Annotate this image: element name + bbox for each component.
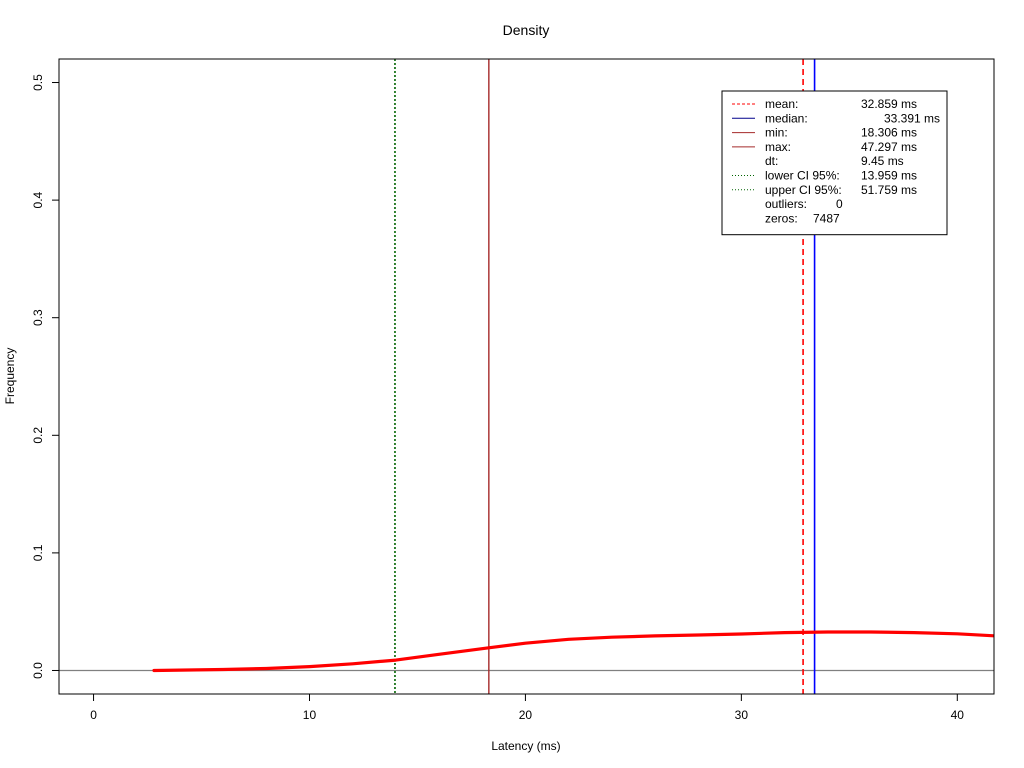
legend-value: 33.391 ms: [884, 111, 940, 125]
chart-title: Density: [503, 22, 550, 38]
legend-label: max:: [765, 140, 791, 154]
legend-value: 7487: [813, 211, 840, 225]
legend-value: 51.759 ms: [861, 183, 917, 197]
legend-label: dt:: [765, 154, 778, 168]
legend-value: 0: [836, 197, 843, 211]
legend-value: 47.297 ms: [861, 140, 917, 154]
legend-label: median:: [765, 111, 808, 125]
x-tick-label: 30: [735, 708, 749, 722]
legend-value: 13.959 ms: [861, 169, 917, 183]
y-tick-label: 0.4: [31, 191, 45, 208]
legend-value: 18.306 ms: [861, 126, 917, 140]
density-curve: [152, 630, 994, 673]
y-tick-label: 0.1: [31, 544, 45, 561]
y-tick-label: 0.3: [31, 309, 45, 326]
legend-label: lower CI 95%:: [765, 169, 840, 183]
legend-value: 32.859 ms: [861, 97, 917, 111]
x-tick-label: 10: [303, 708, 317, 722]
y-tick-label: 0.0: [31, 662, 45, 679]
y-axis-label: Frequency: [3, 348, 17, 405]
x-tick-label: 40: [951, 708, 965, 722]
legend: mean: 32.859 ms median: 33.391 ms min: 18.306…: [721, 90, 948, 236]
x-tick-label: 20: [519, 708, 533, 722]
legend-value: 9.45 ms: [861, 154, 904, 168]
legend-label: min:: [765, 126, 788, 140]
legend-box: [721, 90, 948, 236]
legend-label: upper CI 95%:: [765, 183, 842, 197]
x-axis-label: Latency (ms): [491, 739, 560, 753]
axes: 0 10 20 30 40 0.0 0.1 0.2 0.3 0.4 0.5: [31, 58, 995, 722]
y-tick-label: 0.5: [31, 74, 45, 91]
legend-label: mean:: [765, 97, 798, 111]
legend-label: zeros:: [765, 211, 798, 225]
legend-label: outliers:: [765, 197, 807, 211]
y-tick-label: 0.2: [31, 427, 45, 444]
x-tick-label: 0: [90, 708, 97, 722]
